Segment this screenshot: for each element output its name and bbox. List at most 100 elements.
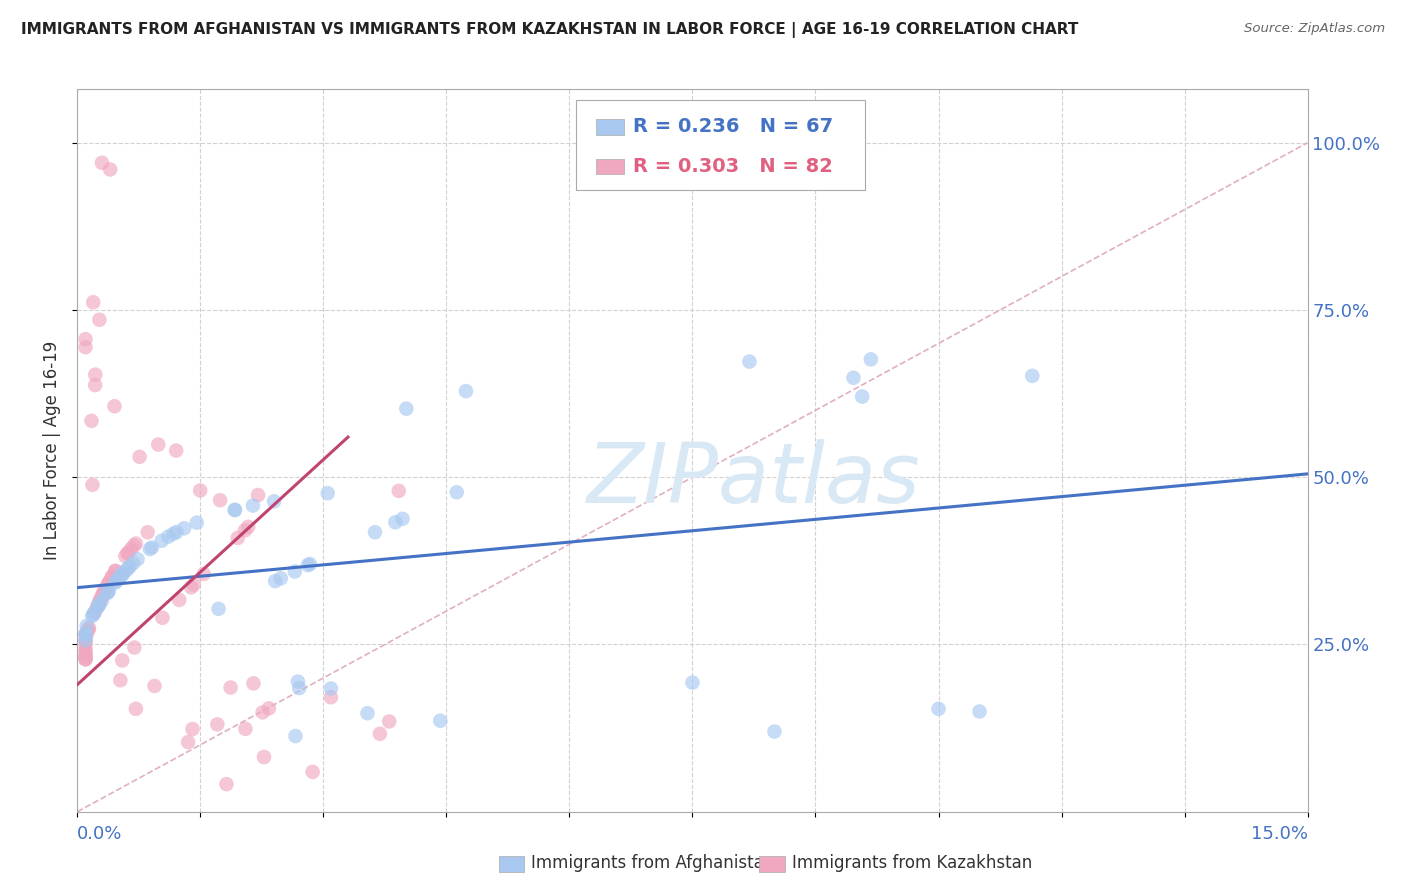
Point: [763, 724, 786, 739]
Point: [84, 378, 107, 392]
Point: [104, 564, 127, 578]
Point: [103, 399, 125, 413]
Point: [177, 735, 200, 749]
Point: [93, 584, 115, 599]
Point: [226, 531, 249, 545]
Text: Source: ZipAtlas.com: Source: ZipAtlas.com: [1244, 22, 1385, 36]
Point: [86, 600, 108, 615]
Point: [75, 633, 97, 648]
Point: [162, 526, 184, 541]
Point: [110, 568, 132, 582]
Point: [242, 499, 264, 513]
Point: [297, 558, 319, 572]
Point: [76, 619, 98, 633]
Point: [104, 564, 127, 578]
Point: [682, 675, 704, 690]
Point: [83, 606, 105, 620]
Point: [388, 483, 411, 498]
Point: [242, 676, 264, 690]
Point: [111, 566, 134, 581]
Point: [87, 599, 110, 613]
Point: [118, 559, 141, 574]
Point: [91, 587, 114, 601]
Point: [152, 611, 174, 625]
Point: [238, 520, 260, 534]
Point: [298, 557, 321, 571]
Point: [117, 546, 139, 560]
Point: [969, 705, 991, 719]
Point: [301, 764, 323, 779]
Text: Immigrants from Afghanistan: Immigrants from Afghanistan: [531, 855, 775, 872]
Point: [446, 485, 468, 500]
Point: [207, 717, 229, 731]
Point: [136, 525, 159, 540]
Point: [117, 546, 139, 560]
Point: [128, 450, 150, 464]
Point: [82, 478, 104, 492]
Point: [82, 295, 104, 310]
Point: [96, 586, 118, 600]
Point: [284, 729, 307, 743]
Point: [247, 488, 270, 502]
Point: [91, 587, 114, 601]
Point: [111, 653, 134, 667]
Text: R = 0.303   N = 82: R = 0.303 N = 82: [634, 157, 834, 176]
Point: [75, 652, 97, 666]
Point: [141, 541, 163, 555]
Bar: [596, 119, 624, 135]
Point: [115, 564, 138, 578]
Point: [80, 414, 103, 428]
Point: [110, 673, 132, 688]
Point: [235, 722, 257, 736]
Point: [188, 483, 211, 498]
Point: [215, 777, 238, 791]
Point: [87, 599, 110, 614]
Text: Immigrants from Kazakhstan: Immigrants from Kazakhstan: [792, 855, 1032, 872]
Point: [125, 536, 148, 550]
Point: [127, 552, 149, 566]
Point: [253, 750, 276, 764]
Point: [181, 722, 204, 736]
Point: [84, 368, 107, 382]
Point: [157, 530, 180, 544]
Point: [165, 443, 187, 458]
Point: [209, 493, 232, 508]
Point: [75, 626, 97, 640]
Point: [378, 714, 401, 729]
Point: [454, 384, 477, 398]
Point: [252, 706, 274, 720]
Point: [89, 597, 111, 611]
Point: [319, 690, 342, 705]
Point: [75, 628, 97, 642]
Point: [111, 566, 134, 581]
Point: [75, 632, 97, 647]
Point: [75, 650, 97, 665]
Point: [219, 681, 242, 695]
Point: [395, 401, 418, 416]
Point: [82, 607, 104, 622]
Point: [114, 549, 136, 564]
Point: [75, 643, 97, 657]
Point: [83, 605, 105, 619]
Point: [77, 621, 100, 635]
Point: [122, 557, 145, 571]
Point: [148, 437, 170, 451]
Point: [101, 569, 124, 583]
Point: [97, 575, 120, 590]
Point: [859, 352, 882, 367]
Point: [183, 577, 205, 591]
Point: [391, 512, 413, 526]
Point: [96, 580, 118, 594]
Point: [384, 516, 406, 530]
Point: [75, 627, 97, 641]
Point: [105, 574, 128, 588]
Point: [180, 580, 202, 594]
Text: 15.0%: 15.0%: [1250, 825, 1308, 843]
Point: [100, 571, 122, 585]
Point: [287, 674, 309, 689]
Point: [87, 597, 110, 611]
Text: ZIPatlas: ZIPatlas: [588, 439, 921, 520]
Point: [150, 533, 173, 548]
Point: [75, 639, 97, 653]
Point: [124, 640, 146, 655]
